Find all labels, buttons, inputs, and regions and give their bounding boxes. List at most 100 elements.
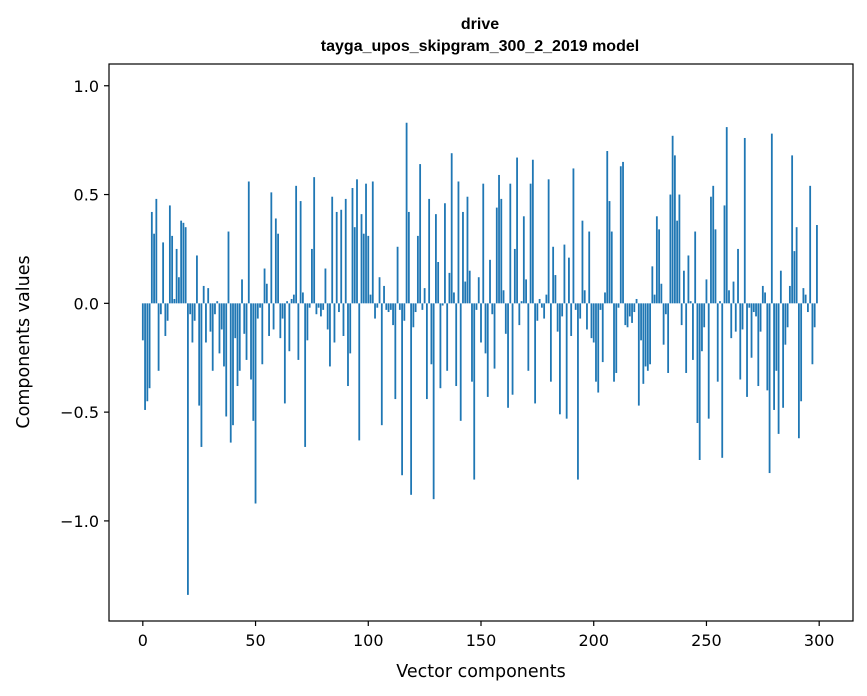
- bar: [241, 279, 243, 304]
- bar: [421, 303, 424, 310]
- bar: [795, 227, 798, 304]
- bar: [378, 277, 381, 304]
- bar: [177, 277, 180, 304]
- bar: [200, 303, 203, 447]
- bar: [642, 303, 645, 384]
- bar: [405, 122, 408, 304]
- y-tick-label: 0.5: [74, 186, 99, 205]
- bar: [279, 303, 282, 339]
- bar: [705, 279, 708, 304]
- bar: [559, 303, 561, 415]
- bar: [655, 216, 658, 304]
- bar: [265, 283, 268, 304]
- bar: [793, 251, 796, 304]
- bar: [295, 185, 298, 304]
- bar: [755, 303, 757, 317]
- bar: [804, 294, 807, 304]
- bar: [376, 303, 379, 308]
- x-tick-label: 200: [578, 631, 609, 650]
- bar: [243, 303, 246, 334]
- bar: [556, 303, 559, 332]
- bar: [680, 303, 683, 326]
- bar: [568, 257, 570, 304]
- bar: [692, 303, 694, 360]
- bar: [698, 303, 701, 460]
- bar: [482, 183, 485, 304]
- bar: [218, 303, 221, 354]
- bar: [326, 303, 329, 330]
- bar: [536, 303, 539, 321]
- bar: [527, 303, 530, 371]
- bar: [196, 255, 198, 304]
- bar: [416, 235, 419, 304]
- bar: [683, 270, 685, 304]
- bar: [595, 303, 597, 382]
- bar: [146, 303, 149, 402]
- bar: [613, 303, 615, 382]
- bar: [446, 303, 449, 371]
- bar: [766, 303, 769, 391]
- bar: [268, 303, 270, 336]
- bar: [673, 155, 676, 304]
- bar: [182, 222, 185, 304]
- bar: [640, 303, 642, 341]
- bar: [407, 211, 410, 304]
- bar: [707, 303, 710, 419]
- bar: [468, 270, 471, 304]
- bar: [543, 303, 546, 319]
- y-tick-label: −0.5: [60, 403, 99, 422]
- bar: [807, 303, 809, 313]
- bar: [270, 192, 273, 304]
- bar: [290, 298, 293, 304]
- bar: [211, 303, 214, 371]
- bar: [667, 303, 670, 373]
- bar: [728, 290, 730, 304]
- bar: [349, 303, 352, 354]
- bar: [750, 303, 753, 358]
- bar: [694, 231, 697, 304]
- bar: [437, 262, 440, 304]
- bar: [752, 303, 755, 313]
- bar: [788, 285, 791, 304]
- bar: [561, 303, 564, 317]
- bar: [586, 303, 588, 330]
- bar: [635, 298, 638, 304]
- bar: [617, 303, 620, 308]
- bar: [347, 303, 349, 387]
- bar: [292, 294, 295, 304]
- y-axis-ticks: −1.0 −0.5 0.0 0.5 1.0: [60, 77, 109, 531]
- bar: [322, 303, 325, 310]
- y-tick-label: 1.0: [74, 77, 99, 96]
- bar: [669, 194, 672, 304]
- bar: [590, 303, 593, 339]
- bar: [802, 288, 805, 304]
- bar: [531, 159, 534, 304]
- bar: [552, 246, 555, 304]
- bar: [419, 164, 422, 304]
- bar: [601, 303, 604, 363]
- bar: [430, 303, 433, 365]
- bar: [401, 303, 403, 476]
- bar: [317, 303, 320, 308]
- bar: [773, 303, 775, 410]
- bar: [622, 161, 624, 304]
- bar: [277, 233, 279, 304]
- bar: [522, 216, 525, 304]
- bar: [712, 185, 715, 304]
- bar: [308, 303, 311, 308]
- bar: [254, 303, 257, 504]
- bar: [256, 303, 259, 319]
- bar: [800, 303, 803, 402]
- bar: [777, 303, 780, 434]
- bar: [759, 303, 762, 332]
- x-tick-label: 0: [138, 631, 148, 650]
- bar: [162, 242, 165, 304]
- bar: [504, 303, 507, 334]
- bar: [811, 303, 814, 365]
- bar: [676, 220, 679, 304]
- bar: [637, 303, 640, 406]
- bar: [252, 303, 255, 421]
- bar: [743, 137, 746, 304]
- bar: [770, 133, 773, 304]
- bar: [198, 303, 201, 406]
